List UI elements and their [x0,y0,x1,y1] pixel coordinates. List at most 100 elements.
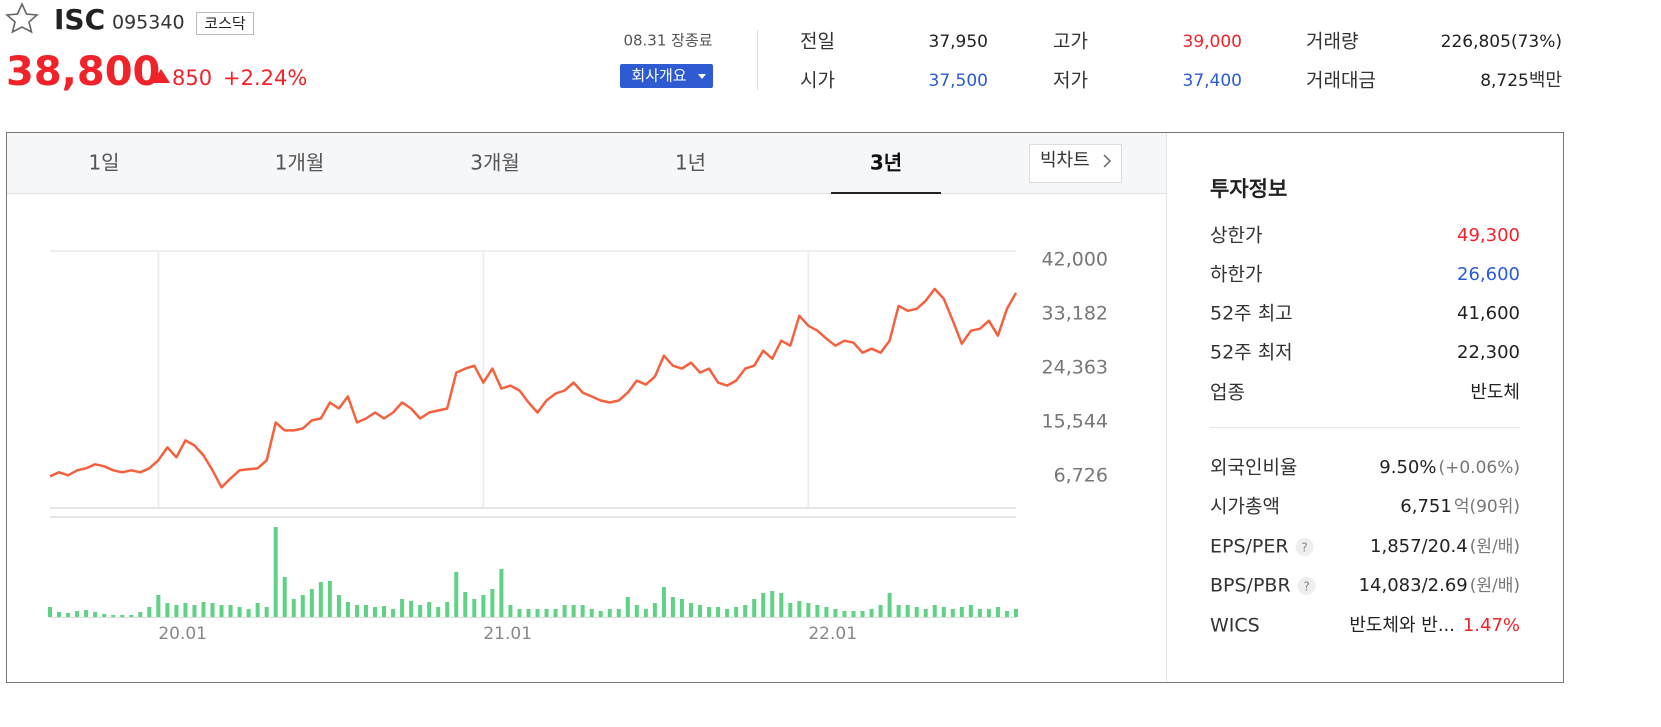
volume-bar [869,609,874,617]
dropdown-caret [698,74,706,79]
volume-bar [48,607,52,617]
volume-bar [1014,609,1018,617]
volume-bar [526,609,531,617]
volume-bar [652,603,657,617]
stat-label: 시가 [800,70,835,92]
x-tick-label: 20.01 [158,624,207,644]
status: 08.31 장종료 [623,32,712,50]
price-line [49,287,1018,489]
volume-bar [490,589,495,617]
market-badge [196,12,254,35]
volume-bar [436,607,441,617]
volume-bar [1004,611,1009,617]
volume-bar [616,609,621,617]
info-value: 14,083/2.69 [1359,575,1468,596]
info-label: 상한가 [1210,225,1262,247]
volume-bar [932,605,937,617]
volume-bar [255,603,260,617]
volume-bar [93,612,98,617]
help-icon[interactable] [1295,538,1314,556]
volume-bar [499,569,504,617]
info-note: (원/배) [1470,576,1520,596]
tab[interactable]: 3개월 [470,151,520,175]
help-icon[interactable] [1297,577,1316,595]
tab[interactable]: 1일 [88,151,119,175]
volume-bar [517,609,522,617]
volume-bar [797,601,802,617]
stat-label: 저가 [1053,70,1088,92]
volume-bar [219,605,224,617]
stat-label: 전일 [800,31,835,53]
volume-bar [688,603,693,617]
volume-bar [129,615,134,617]
volume-bar [959,607,964,617]
info-label: EPS/PER [1210,536,1289,558]
info-note: (+0.06%) [1438,458,1520,478]
change: 850 [172,66,212,90]
volume-bar [598,611,603,617]
volume-bar [309,589,314,617]
volume-bar [761,593,766,617]
help-mark[interactable]: ? [1303,580,1309,594]
info-note: 억(90위) [1454,497,1520,517]
info-value: 6,751 [1400,496,1452,517]
big-chart-button[interactable] [1029,144,1122,183]
info-value: 26,600 [1457,264,1520,285]
tab-underline [831,192,941,194]
company-button-label[interactable]: 회사개요 [631,67,686,85]
stat-value: 8,725 [1480,71,1529,91]
stat-value: 39,000 [1183,32,1242,52]
volume-bar [914,607,919,617]
x-tick-label: 21.01 [483,624,532,644]
volume-bar [165,603,170,617]
volume-bar [770,591,775,617]
tab[interactable]: 1개월 [275,151,325,175]
tab[interactable]: 1년 [675,151,706,175]
info-label: 52주 최저 [1210,342,1293,364]
info-value: 9.50% [1379,457,1436,478]
info-value: 22,300 [1457,342,1520,363]
volume-bar [427,602,432,617]
volume-bar [228,605,233,617]
favorite-star[interactable] [5,2,39,34]
stat-label: 거래대금 [1306,70,1376,92]
big-chart-label[interactable]: 빅차트 [1040,150,1090,171]
volume-bar [445,602,450,617]
volume-bar [580,605,585,617]
info-label: 52주 최고 [1210,303,1293,325]
volume-bar [354,605,359,617]
volume-bar [851,611,856,617]
volume-bar [327,581,332,617]
info-label: WICS [1210,615,1260,637]
volume-bar [707,607,712,617]
volume-bar [472,599,477,617]
volume-bar [84,610,89,617]
volume-bar [815,605,820,617]
volume-bar [418,605,423,617]
volume-bar [508,605,513,617]
volume-bar [833,609,838,617]
volume-bar [75,611,80,617]
volume-bar [544,609,549,617]
volume-bar [679,599,684,617]
volume-bar [318,582,323,617]
up-triangle [152,69,170,83]
volume-bar [725,609,730,617]
volume-bar [400,599,405,617]
volume-bar [201,602,206,617]
volume-bar [824,607,829,617]
company-button[interactable] [620,64,713,88]
tab-bar [7,133,1166,193]
stock-name: ISC [54,3,105,36]
tab[interactable]: 3년 [870,151,902,175]
stat-value: 37,500 [929,71,988,91]
help-mark[interactable]: ? [1301,541,1307,555]
volume-bar [138,612,143,617]
volume-bar [156,595,161,617]
volume-bar [291,599,296,617]
volume-bar [264,607,269,617]
stock-code: 095340 [112,12,185,34]
volume-bar [562,605,567,617]
